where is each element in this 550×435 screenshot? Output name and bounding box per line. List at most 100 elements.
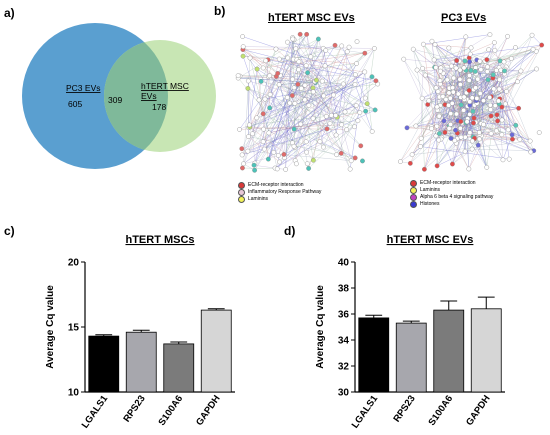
network-node — [247, 122, 252, 128]
network-edge — [300, 84, 356, 125]
network-right-legend-item: ECM-receptor interaction — [410, 180, 493, 187]
network-node — [409, 152, 415, 158]
network-node — [469, 95, 475, 101]
network-node — [277, 159, 282, 165]
network-node — [344, 49, 350, 55]
network-node — [466, 88, 472, 93]
network-node — [433, 65, 439, 70]
network-edge — [247, 95, 293, 152]
network-node — [354, 61, 359, 66]
bar-gapdh — [200, 309, 232, 393]
network-node — [373, 78, 379, 84]
chart-c-y-axis-label: Average Cq value — [45, 285, 56, 369]
network-node — [360, 158, 365, 164]
network-edge — [346, 105, 357, 130]
network-node — [362, 50, 368, 56]
legend-swatch — [410, 201, 417, 208]
network-node — [297, 31, 303, 37]
legend-swatch — [238, 189, 245, 196]
y-tick-label: 34 — [338, 336, 350, 347]
network-edge — [238, 74, 356, 79]
network-edge — [242, 48, 324, 50]
network-edge — [335, 109, 376, 116]
network-node — [306, 102, 312, 108]
network-edge — [248, 80, 256, 164]
network-node — [240, 165, 245, 171]
network-node — [518, 68, 524, 74]
network-node — [295, 81, 301, 87]
network-edge — [268, 76, 270, 108]
network-node — [497, 77, 502, 83]
network-edge — [453, 92, 463, 123]
network-node — [492, 47, 498, 53]
network-edge — [450, 124, 531, 153]
network-node — [352, 82, 358, 87]
network-node — [434, 123, 440, 129]
network-edge — [435, 104, 462, 136]
network-edge — [406, 77, 454, 128]
network-node — [449, 63, 454, 69]
network-node — [303, 63, 309, 69]
legend-swatch — [238, 196, 245, 203]
network-edge — [487, 71, 531, 142]
network-node — [429, 38, 435, 44]
network-edge — [437, 70, 461, 133]
network-node — [372, 107, 378, 113]
network-node — [321, 93, 327, 99]
network-edge — [275, 126, 355, 169]
network-node — [462, 134, 468, 140]
network-edge — [496, 114, 516, 126]
network-node — [245, 148, 251, 154]
network-node — [457, 76, 463, 82]
network-left-legend: ECM-receptor interaction Inflammatory Res… — [238, 182, 321, 203]
network-edge — [427, 47, 450, 105]
network-node — [291, 143, 297, 149]
network-node — [508, 56, 514, 61]
network-node — [474, 95, 480, 101]
network-node — [289, 93, 295, 98]
x-tick-label: LGALS1 — [80, 393, 111, 430]
network-node — [458, 119, 464, 124]
network-edge — [287, 41, 326, 51]
bar-chart-htert-msc-evs: hTERT MSC EVs Average Cq value 30 32 34 36 38 4… — [315, 234, 505, 430]
x-tick-label: RPS23 — [391, 393, 417, 424]
network-edge — [280, 50, 326, 76]
network-right-legend-item: Alpha 6 beta 4 signaling pathway — [410, 194, 493, 201]
network-edge — [431, 41, 435, 60]
network-node — [529, 32, 535, 38]
network-node — [450, 89, 456, 95]
network-node — [440, 94, 446, 99]
network-node — [421, 41, 426, 47]
network-node — [494, 67, 499, 73]
network-edge — [313, 95, 324, 161]
network-edge — [242, 49, 307, 66]
legend-label: Histones — [420, 201, 440, 207]
network-node — [260, 111, 266, 117]
network-node — [346, 44, 352, 50]
network-node — [314, 77, 319, 83]
network-node — [372, 46, 377, 51]
network-node — [471, 120, 476, 126]
network-node — [484, 57, 490, 63]
network-edge — [415, 125, 479, 146]
network-node — [263, 58, 269, 64]
network-edge — [275, 48, 316, 82]
network-node — [438, 68, 443, 74]
network-edge — [264, 71, 365, 150]
network-node — [431, 57, 437, 63]
network-node — [339, 122, 345, 128]
network-node — [306, 166, 312, 171]
network-node — [240, 53, 246, 59]
network-node — [358, 143, 364, 149]
network-edge — [455, 36, 466, 69]
network-node — [245, 78, 251, 84]
network-node — [487, 102, 493, 108]
network-node — [462, 148, 468, 154]
network-node — [369, 129, 375, 134]
network-left-legend-item: Inflammatory Response Pathway — [238, 189, 321, 196]
network-edge — [277, 73, 361, 146]
x-tick-label: GAPDH — [194, 393, 223, 428]
network-node — [446, 90, 452, 96]
network-node — [331, 92, 336, 98]
